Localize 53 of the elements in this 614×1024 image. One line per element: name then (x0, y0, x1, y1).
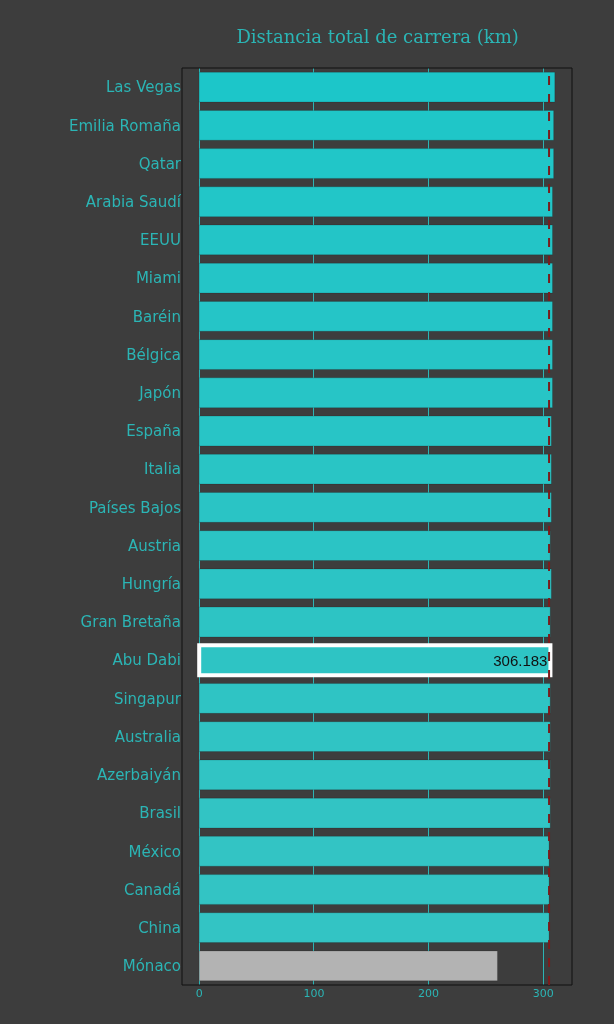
bar (198, 262, 553, 294)
bar (198, 530, 551, 562)
y-tick-label: Países Bajos (89, 498, 182, 517)
x-tick-label: 100 (303, 987, 325, 1000)
bar (198, 950, 498, 982)
x-tick-label: 300 (532, 987, 554, 1000)
chart-title: Distancia total de carrera (km) (236, 26, 519, 48)
bar (198, 912, 550, 944)
y-tick-label: Arabia Saudí (85, 192, 182, 211)
y-tick-label: Japón (138, 384, 181, 403)
y-tick-label: Hungría (121, 575, 181, 594)
bar (198, 300, 553, 332)
bar (198, 415, 552, 447)
y-tick-label: Mónaco (122, 957, 181, 976)
bar (198, 759, 551, 791)
y-tick-label: México (128, 842, 181, 861)
bar (198, 721, 551, 753)
bar (198, 339, 553, 370)
y-tick-label: Miami (135, 269, 181, 288)
y-tick-label: Las Vegas (106, 78, 182, 97)
y-tick-label: Australia (114, 727, 181, 746)
bar (198, 568, 552, 600)
bar (198, 797, 551, 829)
y-tick-label: Italia (143, 460, 181, 479)
bar (198, 835, 550, 867)
y-tick-label: España (126, 422, 181, 441)
y-tick-label: China (138, 918, 181, 937)
bar (198, 109, 555, 141)
y-tick-label: Emilia Romaña (69, 116, 181, 135)
x-tick-label: 200 (418, 987, 440, 1000)
bar (198, 377, 553, 409)
y-tick-label: Abu Dabi (112, 651, 181, 670)
y-tick-label: Gran Bretaña (80, 613, 181, 632)
bar (198, 874, 550, 905)
y-tick-label: Austria (128, 536, 181, 555)
bar (198, 491, 552, 523)
y-tick-label: Azerbaiyán (97, 766, 181, 785)
y-tick-label: Bélgica (126, 345, 181, 364)
x-tick-label: 0 (195, 987, 203, 1000)
y-tick-label: Baréin (132, 307, 181, 326)
bar (198, 148, 555, 179)
y-tick-label: Singapur (113, 689, 182, 708)
bar (198, 224, 553, 256)
y-tick-label: Canadá (123, 880, 181, 899)
bar (198, 71, 556, 103)
bar (198, 453, 552, 485)
y-tick-label: Brasil (139, 804, 181, 823)
y-tick-label: EEUU (140, 231, 181, 250)
data-label: 306.183 (493, 651, 548, 669)
bar (198, 683, 551, 714)
bar (198, 186, 553, 218)
y-tick-label: Qatar (138, 154, 182, 173)
bar (198, 606, 551, 638)
